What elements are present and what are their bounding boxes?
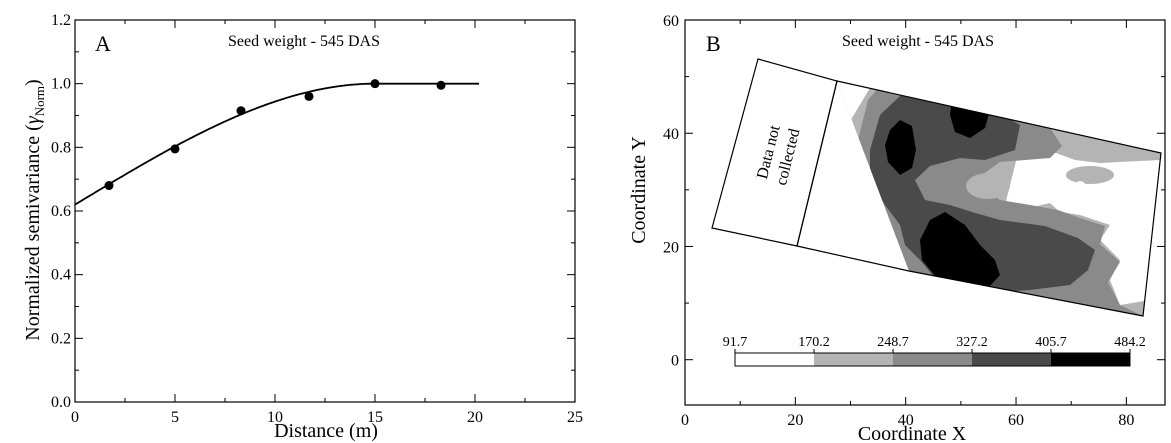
data-point — [104, 181, 114, 191]
panel-b: 0 20 40 60 80 0 20 40 60 B Seed weight - 545 DAS — [628, 13, 1166, 443]
legend-break-label: 405.7 — [1035, 335, 1067, 350]
data-point — [304, 91, 314, 101]
panel-a-y-axis-label: Normalized semivariance (γNorm) — [22, 79, 47, 340]
legend-break-label: 91.7 — [723, 335, 748, 350]
x-tick-label: 20 — [787, 412, 803, 429]
y-tick-label: 1.2 — [51, 12, 71, 29]
data-point — [370, 79, 380, 89]
panel-a-x-axis-label: Distance (m) — [274, 420, 378, 442]
y-tick-label: 40 — [663, 126, 679, 143]
y-tick-label: 60 — [663, 13, 679, 30]
panel-a-plot-frame — [74, 19, 576, 403]
y-tick-label: 0 — [671, 353, 679, 370]
legend-color-bin — [735, 353, 814, 366]
panel-a-title: Seed weight - 545 DAS — [228, 33, 380, 50]
legend-break-label: 170.2 — [798, 335, 830, 350]
contour-low — [1005, 145, 1160, 305]
contour-low — [1072, 181, 1088, 203]
y-tick-label: 0.8 — [51, 139, 71, 156]
legend-break-label: 248.7 — [877, 335, 909, 350]
x-tick-label: 25 — [567, 409, 583, 426]
x-tick-label: 60 — [1008, 412, 1024, 429]
panel-a: 0 5 10 15 20 25 0.0 0.2 0.4 0.6 0.8 1.0 1.2 A Seed w… — [22, 12, 583, 442]
data-point — [436, 80, 446, 90]
data-point — [170, 144, 180, 154]
panel-b-x-axis-label: Coordinate X — [858, 423, 967, 443]
x-tick-label: 80 — [1118, 412, 1134, 429]
y-tick-label: 0.0 — [51, 394, 71, 411]
panel-b-y-axis-label: Coordinate Y — [628, 136, 650, 244]
legend-frame — [734, 352, 1131, 367]
panel-a-data-points — [104, 79, 446, 191]
legend-color-bin — [1051, 353, 1130, 366]
panel-b-plot-frame — [684, 19, 1166, 406]
panel-a-fitted-curve — [74, 82, 479, 206]
contour-low — [1066, 166, 1114, 184]
x-tick-label: 15 — [367, 409, 383, 426]
legend-color-bin — [972, 353, 1051, 366]
x-tick-label: 5 — [171, 409, 179, 426]
y-tick-label: 20 — [663, 239, 679, 256]
contour-highest — [885, 120, 916, 175]
panel-a-ticks: 0 5 10 15 20 25 0.0 0.2 0.4 0.6 0.8 1.0 1.2 — [51, 12, 583, 426]
x-tick-label: 0 — [71, 409, 79, 426]
contour-regions — [837, 81, 1161, 316]
contour-highest — [920, 212, 1000, 286]
y-tick-label: 0.2 — [51, 330, 71, 347]
legend-color-bin — [893, 353, 972, 366]
legend-color-bin — [814, 353, 893, 366]
field-outline — [796, 80, 1162, 317]
panel-b-title: Seed weight - 545 DAS — [842, 33, 994, 50]
y-tick-label: 0.4 — [51, 267, 71, 284]
x-tick-label: 20 — [467, 409, 483, 426]
y-tick-label: 0.6 — [51, 203, 71, 220]
field-contour-map — [711, 58, 1162, 317]
x-tick-label: 40 — [898, 412, 914, 429]
contour-low — [966, 173, 1010, 199]
legend-break-label: 327.2 — [956, 335, 988, 350]
x-tick-label: 0 — [681, 412, 689, 429]
panel-b-ticks: 0 20 40 60 80 0 20 40 60 — [663, 13, 1165, 429]
panel-b-letter: B — [706, 31, 721, 56]
x-tick-label: 10 — [267, 409, 283, 426]
legend-break-label: 484.2 — [1114, 335, 1146, 350]
panel-a-letter: A — [95, 31, 111, 56]
color-scale-legend: 91.7 170.2 248.7 327.2 405.7 484.2 — [723, 335, 1146, 367]
data-point — [236, 106, 246, 116]
y-tick-label: 1.0 — [51, 76, 71, 93]
